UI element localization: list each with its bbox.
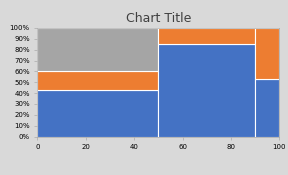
Legend: iOS, Google Play, Third Party Android: iOS, Google Play, Third Party Android <box>90 174 227 175</box>
Bar <box>158 28 255 44</box>
Bar <box>255 79 279 136</box>
Bar <box>37 71 158 90</box>
Title: Chart Title: Chart Title <box>126 12 191 25</box>
Bar <box>37 28 158 71</box>
Bar <box>37 90 158 136</box>
Bar <box>158 44 255 136</box>
Bar <box>255 28 279 79</box>
